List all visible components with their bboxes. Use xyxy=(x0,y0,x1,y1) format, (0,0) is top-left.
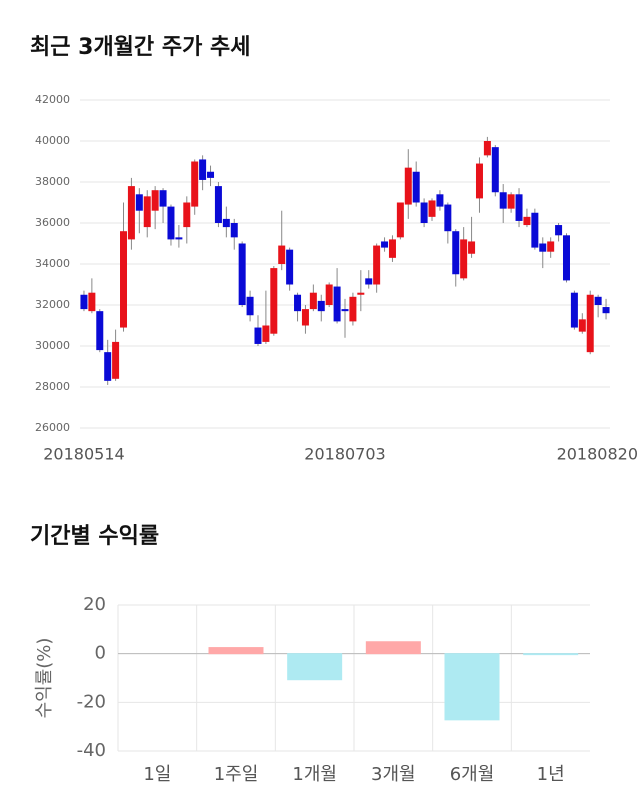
candle-body xyxy=(586,294,594,353)
y-tick-label: 0 xyxy=(95,643,106,664)
candle-body xyxy=(286,249,294,285)
candle-body xyxy=(309,292,317,310)
y-tick-label: 20 xyxy=(83,594,106,615)
candle-body xyxy=(381,241,389,248)
candle-body xyxy=(444,204,452,232)
candle-body xyxy=(183,202,191,228)
candle-body xyxy=(515,194,523,221)
candle-body xyxy=(88,292,96,312)
candle-body xyxy=(80,294,88,310)
candle-body xyxy=(555,225,563,236)
x-tick-label: 20180820 xyxy=(557,445,638,464)
candle-body xyxy=(159,190,167,207)
candle-body xyxy=(412,171,420,203)
bar xyxy=(523,653,579,656)
y-tick-label: 42000 xyxy=(35,93,70,106)
candle-body xyxy=(468,241,476,254)
candle-body xyxy=(507,194,515,209)
candle-body xyxy=(294,294,302,312)
candle-body xyxy=(238,243,246,305)
candle-body xyxy=(254,327,262,344)
candle-body xyxy=(483,141,491,156)
candle-body xyxy=(357,292,365,295)
x-tick-label: 3개월 xyxy=(371,764,416,785)
candle-body xyxy=(602,307,610,314)
y-tick-label: -20 xyxy=(77,691,106,712)
bar xyxy=(287,653,343,681)
y-tick-label: 40000 xyxy=(35,134,70,147)
candle-body xyxy=(278,245,286,264)
x-tick-label: 6개월 xyxy=(450,764,495,785)
y-tick-label: 28000 xyxy=(35,380,70,393)
bar xyxy=(208,647,264,655)
candle-body xyxy=(214,186,222,223)
chart-title: 최근 3개월간 주가 추세 xyxy=(30,35,250,60)
x-tick-label: 1년 xyxy=(537,764,565,785)
candle-body xyxy=(151,190,159,211)
candle-body xyxy=(373,245,381,285)
candle-body xyxy=(436,194,444,207)
bar xyxy=(365,641,421,655)
y-tick-label: 26000 xyxy=(35,421,70,434)
candle-body xyxy=(531,212,539,248)
candle-body xyxy=(341,309,349,312)
y-tick-label: 36000 xyxy=(35,216,70,229)
candle-body xyxy=(246,296,254,316)
y-tick-label: 38000 xyxy=(35,175,70,188)
candle-body xyxy=(270,268,278,334)
y-tick-label: -40 xyxy=(77,740,106,761)
chart-title: 기간별 수익률 xyxy=(30,524,159,549)
candle-body xyxy=(317,300,325,312)
y-tick-label: 34000 xyxy=(35,257,70,270)
candle-body xyxy=(333,286,341,322)
candle-body xyxy=(499,192,507,209)
candle-body xyxy=(428,200,436,217)
x-tick-label: 1일 xyxy=(143,764,171,785)
candle-body xyxy=(175,237,183,240)
candle-body xyxy=(594,296,602,305)
candle-body xyxy=(127,186,135,240)
candle-body xyxy=(135,194,143,211)
candle-body xyxy=(301,309,309,326)
candle-body xyxy=(396,202,404,238)
bar xyxy=(444,653,500,721)
x-tick-label: 20180514 xyxy=(43,445,124,464)
candle-body xyxy=(222,218,230,228)
y-tick-label: 30000 xyxy=(35,339,70,352)
candle-body xyxy=(120,231,128,328)
candle-body xyxy=(325,284,333,305)
candle-body xyxy=(143,196,151,228)
candle-body xyxy=(262,325,270,342)
candle-body xyxy=(523,216,531,226)
x-tick-label: 20180703 xyxy=(304,445,385,464)
candle-body xyxy=(349,296,357,322)
candle-body xyxy=(230,223,238,238)
y-axis-label: 수익률(%) xyxy=(34,638,55,719)
candle-body xyxy=(578,319,586,332)
candle-body xyxy=(539,243,547,252)
candle-body xyxy=(570,292,578,328)
candle-body xyxy=(388,239,396,258)
candle-body xyxy=(404,167,412,205)
candle-body xyxy=(547,241,555,252)
candle-body xyxy=(491,147,499,193)
candle-body xyxy=(460,239,468,279)
candle-body xyxy=(452,231,460,275)
candle-body xyxy=(207,171,215,178)
y-tick-label: 32000 xyxy=(35,298,70,311)
candle-body xyxy=(562,235,570,281)
candle-body xyxy=(167,206,175,240)
candle-body xyxy=(420,202,428,223)
candle-body xyxy=(96,311,104,351)
candle-body xyxy=(365,278,373,285)
candle-body xyxy=(112,341,120,379)
candle-body xyxy=(191,161,199,207)
x-tick-label: 1주일 xyxy=(214,764,259,785)
candle-body xyxy=(104,352,112,381)
x-tick-label: 1개월 xyxy=(292,764,337,785)
candle-body xyxy=(199,159,207,180)
candle-body xyxy=(475,163,483,199)
